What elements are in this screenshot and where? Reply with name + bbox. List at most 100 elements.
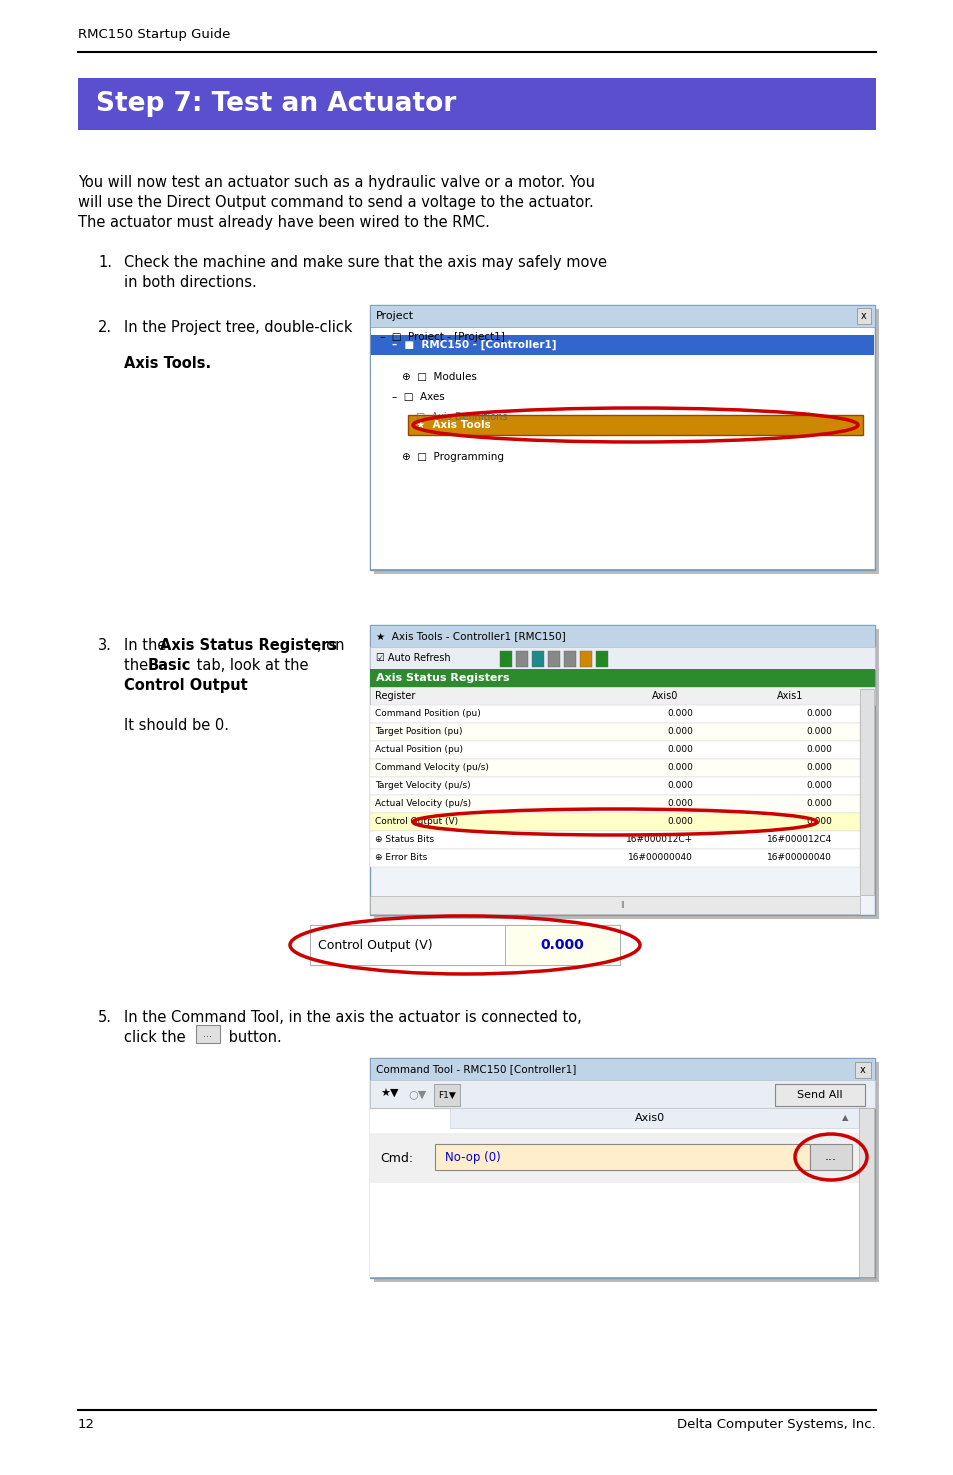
FancyBboxPatch shape [435,1145,809,1170]
Text: No-op (0): No-op (0) [444,1150,500,1164]
FancyBboxPatch shape [370,687,874,705]
FancyBboxPatch shape [547,650,559,667]
Text: 0.000: 0.000 [805,764,831,773]
FancyBboxPatch shape [450,1108,858,1128]
Text: , on: , on [316,639,344,653]
FancyBboxPatch shape [370,740,859,760]
Text: 0.000: 0.000 [666,745,692,755]
FancyBboxPatch shape [78,78,875,130]
Text: ⊕ Status Bits: ⊕ Status Bits [375,835,434,845]
FancyBboxPatch shape [434,1084,459,1106]
Text: ★  Axis Tools: ★ Axis Tools [416,420,490,431]
Text: ○▼: ○▼ [408,1089,426,1099]
Text: Axis0: Axis0 [651,690,678,701]
FancyBboxPatch shape [809,1145,851,1170]
Text: –  □  Axes: – □ Axes [392,392,444,403]
Text: Axis1: Axis1 [776,690,802,701]
Text: 0.000: 0.000 [666,799,692,808]
FancyBboxPatch shape [408,414,862,435]
Text: the: the [124,658,152,673]
FancyBboxPatch shape [370,705,859,723]
Text: ★▼: ★▼ [379,1089,398,1099]
Text: RMC150 Startup Guide: RMC150 Startup Guide [78,28,230,41]
Text: ||: || [619,901,624,909]
Text: ★  Axis Tools - Controller1 [RMC150]: ★ Axis Tools - Controller1 [RMC150] [375,631,565,642]
FancyBboxPatch shape [579,650,592,667]
FancyBboxPatch shape [370,305,874,569]
FancyBboxPatch shape [370,895,859,914]
FancyBboxPatch shape [532,650,543,667]
Text: 0.000: 0.000 [666,764,692,773]
Text: 0.000: 0.000 [666,709,692,718]
Text: Actual Velocity (pu/s): Actual Velocity (pu/s) [375,799,471,808]
Text: Control Output (V): Control Output (V) [317,938,432,951]
Text: 0.000: 0.000 [666,817,692,826]
Text: Axis0: Axis0 [635,1114,664,1122]
Text: Command Tool - RMC150 [Controller1]: Command Tool - RMC150 [Controller1] [375,1063,576,1074]
Text: You will now test an actuator such as a hydraulic valve or a motor. You: You will now test an actuator such as a … [78,176,595,190]
Text: 12: 12 [78,1417,95,1431]
FancyBboxPatch shape [499,650,512,667]
Text: ...: ... [203,1030,213,1038]
Text: 5.: 5. [98,1010,112,1025]
Text: Check the machine and make sure that the axis may safely move: Check the machine and make sure that the… [124,255,606,270]
Text: F1▼: F1▼ [437,1090,456,1099]
Text: 0.000: 0.000 [805,727,831,736]
Text: 16#00000040: 16#00000040 [766,854,831,863]
FancyBboxPatch shape [504,925,619,965]
FancyBboxPatch shape [370,625,874,648]
Text: Step 7: Test an Actuator: Step 7: Test an Actuator [96,91,456,117]
Text: In the Command Tool, in the axis the actuator is connected to,: In the Command Tool, in the axis the act… [124,1010,581,1025]
FancyBboxPatch shape [195,1025,220,1043]
FancyBboxPatch shape [370,1108,858,1277]
Text: click the: click the [124,1030,190,1044]
FancyBboxPatch shape [370,813,859,830]
FancyBboxPatch shape [370,648,874,670]
Text: ▲: ▲ [841,1114,847,1122]
Text: ⊕  □  Modules: ⊕ □ Modules [401,372,476,382]
FancyBboxPatch shape [854,1062,870,1078]
Text: Target Velocity (pu/s): Target Velocity (pu/s) [375,782,470,791]
Text: It should be 0.: It should be 0. [124,718,229,733]
Text: 0.000: 0.000 [666,782,692,791]
Text: In the Project tree, double-click: In the Project tree, double-click [124,320,352,335]
FancyBboxPatch shape [370,1080,874,1108]
Text: Axis Status Registers: Axis Status Registers [375,673,509,683]
Text: Register: Register [375,690,415,701]
Text: in both directions.: in both directions. [124,274,256,291]
Text: Axis Status Registers: Axis Status Registers [160,639,336,653]
FancyBboxPatch shape [370,670,874,687]
Text: 0.000: 0.000 [805,799,831,808]
FancyBboxPatch shape [774,1084,864,1106]
Text: Delta Computer Systems, Inc.: Delta Computer Systems, Inc. [677,1417,875,1431]
Text: x: x [861,311,866,322]
FancyBboxPatch shape [859,689,873,895]
FancyBboxPatch shape [370,795,859,813]
Text: 0.000: 0.000 [805,782,831,791]
Text: In the: In the [124,639,171,653]
FancyBboxPatch shape [596,650,607,667]
FancyBboxPatch shape [370,777,859,795]
FancyBboxPatch shape [370,625,874,914]
FancyBboxPatch shape [374,628,878,919]
Text: Command Velocity (pu/s): Command Velocity (pu/s) [375,764,488,773]
FancyBboxPatch shape [370,760,859,777]
Text: ⊕  □  Programming: ⊕ □ Programming [401,451,503,462]
Text: 0.000: 0.000 [805,745,831,755]
Text: The actuator must already have been wired to the RMC.: The actuator must already have been wire… [78,215,489,230]
Text: 16#000012C+: 16#000012C+ [625,835,692,845]
FancyBboxPatch shape [374,1062,878,1282]
Text: 1.: 1. [98,255,112,270]
Text: Send All: Send All [797,1090,841,1100]
FancyBboxPatch shape [370,305,874,327]
Text: will use the Direct Output command to send a voltage to the actuator.: will use the Direct Output command to se… [78,195,593,209]
Text: –  □  Project - [Project1]: – □ Project - [Project1] [379,332,504,342]
Text: 0.000: 0.000 [539,938,583,951]
Text: Command Position (pu): Command Position (pu) [375,709,480,718]
FancyBboxPatch shape [856,308,870,324]
FancyBboxPatch shape [371,327,873,569]
Text: 0.000: 0.000 [666,727,692,736]
Text: 2.: 2. [98,320,112,335]
Text: Control Output: Control Output [124,678,248,693]
Text: 0.000: 0.000 [805,817,831,826]
